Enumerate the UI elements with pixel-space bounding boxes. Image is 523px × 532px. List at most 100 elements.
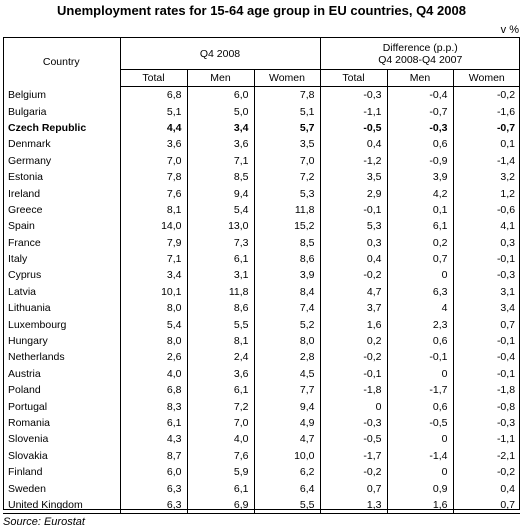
table-row: Ireland 7,6 9,4 5,3 2,9 4,2 1,2	[3, 185, 521, 202]
country-cell: Estonia	[3, 168, 121, 186]
value-cell: -0,7	[386, 103, 454, 120]
value-cell: 8,0	[166, 302, 182, 315]
table-row: Czech Republic 4,4 3,4 5,7 -0,5 -0,3 -0,7	[3, 119, 521, 137]
value-cell: 7,1	[186, 152, 254, 169]
value-cell: 7,6	[186, 447, 254, 464]
value-cell: 4,0	[186, 431, 254, 448]
value-cell: -0,5	[386, 414, 454, 432]
value-cell: 0,7	[452, 496, 521, 515]
table-row: Netherlands 2,6 2,4 2,8 -0,2 -0,1 -0,4	[3, 349, 521, 366]
country-cell: Cyprus	[3, 267, 121, 284]
table-row: Bulgaria 5,1 5,0 5,1 -1,1 -0,7 -1,6	[3, 103, 521, 120]
value-cell: -0,3	[452, 267, 521, 284]
country-cell: Latvia	[3, 283, 121, 301]
value-cell: 4,7	[319, 283, 388, 301]
value-cell: -0,4	[452, 349, 521, 366]
table-row: Estonia 7,8 8,5 7,2 3,5 3,9 3,2	[3, 168, 521, 186]
value-cell: 2,8	[253, 349, 321, 366]
value-cell: -1,4	[452, 152, 521, 169]
value-cell: -0,5	[319, 431, 388, 448]
value-cell: 1,3	[319, 496, 388, 515]
value-cell: 0,4	[452, 480, 521, 497]
value-cell: -0,5	[319, 119, 388, 137]
table-row: Luxembourg 5,4 5,5 5,2 1,6 2,3 0,7	[3, 316, 521, 333]
country-cell: Lithuania	[3, 300, 121, 317]
value-cell: 7,4	[253, 300, 321, 317]
value-cell: 6,3	[386, 283, 454, 301]
value-cell: -1,7	[319, 447, 388, 464]
country-cell: United Kingdom	[3, 496, 121, 515]
country-cell: Czech Republic	[3, 119, 121, 137]
period-header: Q4 2008	[120, 37, 321, 70]
table-title: Unemployment rates for 15-64 age group i…	[57, 3, 466, 18]
value-cell: -0,2	[452, 463, 521, 481]
value-cell: 3,2	[452, 168, 521, 186]
value-cell: 2,9	[319, 185, 388, 202]
value-cell: 10,0	[253, 447, 321, 464]
value-cell: 6,2	[253, 463, 321, 481]
value-cell: 0	[386, 431, 454, 448]
value-cell: -1,6	[452, 103, 521, 120]
table-row: Germany 7,0 7,1 7,0 -1,2 -0,9 -1,4	[3, 152, 521, 169]
value-cell: 3,4	[186, 119, 254, 137]
country-cell: Denmark	[3, 136, 121, 153]
table-row: Finland 6,0 5,9 6,2 -0,2 0 -0,2	[3, 463, 521, 481]
value-cell: 7,8	[166, 171, 182, 184]
value-cell: 14,0	[161, 220, 182, 233]
value-cell: 7,7	[253, 382, 321, 399]
col-header-men: Men	[186, 69, 254, 87]
value-cell: 0,4	[319, 136, 388, 153]
country-cell: Poland	[3, 382, 121, 399]
value-cell: 1,6	[319, 316, 388, 333]
value-cell: 6,8	[166, 384, 182, 397]
country-header: Country	[3, 37, 121, 87]
table-row: Austria 4,0 3,6 4,5 -0,1 0 -0,1	[3, 365, 521, 383]
value-cell: 4,3	[166, 433, 182, 446]
value-cell: 4,0	[166, 367, 182, 380]
value-cell: 0	[386, 463, 454, 481]
value-cell: 0,6	[386, 332, 454, 350]
value-cell: 3,6	[186, 365, 254, 383]
value-cell: 5,5	[253, 496, 321, 515]
value-cell: 7,8	[253, 86, 321, 104]
value-cell: 6,0	[186, 86, 254, 104]
value-cell: 6,0	[166, 466, 182, 479]
value-cell: -1,8	[319, 382, 388, 399]
value-cell: -1,4	[386, 447, 454, 464]
value-cell: 0,3	[452, 234, 521, 251]
value-cell: 6,3	[166, 482, 182, 495]
table-row: France 7,9 7,3 8,5 0,3 0,2 0,3	[3, 234, 521, 251]
country-cell: Portugal	[3, 398, 121, 415]
source-note: Source: Eurostat	[3, 516, 85, 528]
table-row: Sweden 6,3 6,1 6,4 0,7 0,9 0,4	[3, 480, 521, 497]
col-header-diff-men: Men	[386, 69, 454, 87]
value-cell: 5,4	[186, 201, 254, 219]
value-cell: 6,1	[186, 250, 254, 268]
value-cell: 0,1	[452, 136, 521, 153]
table-row: Romania 6,1 7,0 4,9 -0,3 -0,5 -0,3	[3, 414, 521, 432]
country-cell: Hungary	[3, 332, 121, 350]
value-cell: -0,3	[452, 414, 521, 432]
value-cell: 5,1	[253, 103, 321, 120]
value-cell: 0,7	[386, 250, 454, 268]
value-cell: 0,3	[319, 234, 388, 251]
value-cell: -0,8	[452, 398, 521, 415]
value-cell: 5,1	[166, 105, 182, 118]
value-cell: 13,0	[186, 218, 254, 235]
value-cell: 9,4	[186, 185, 254, 202]
value-cell: 8,6	[186, 300, 254, 317]
value-cell: 8,0	[253, 332, 321, 350]
country-cell: Austria	[3, 365, 121, 383]
col-header-diff-total: Total	[320, 69, 388, 87]
value-cell: 2,4	[186, 349, 254, 366]
value-cell: -0,1	[452, 332, 521, 350]
table-row: Portugal 8,3 7,2 9,4 0 0,6 -0,8	[3, 398, 521, 415]
value-cell: 8,6	[253, 250, 321, 268]
table-row: Poland 6,8 6,1 7,7 -1,8 -1,7 -1,8	[3, 382, 521, 399]
table-row: Spain 14,0 13,0 15,2 5,3 6,1 4,1	[3, 218, 521, 235]
country-cell: France	[3, 234, 121, 251]
value-cell: 0,9	[386, 480, 454, 497]
value-cell: 3,1	[452, 283, 521, 301]
value-cell: 3,1	[186, 267, 254, 284]
value-cell: 6,1	[166, 417, 182, 429]
